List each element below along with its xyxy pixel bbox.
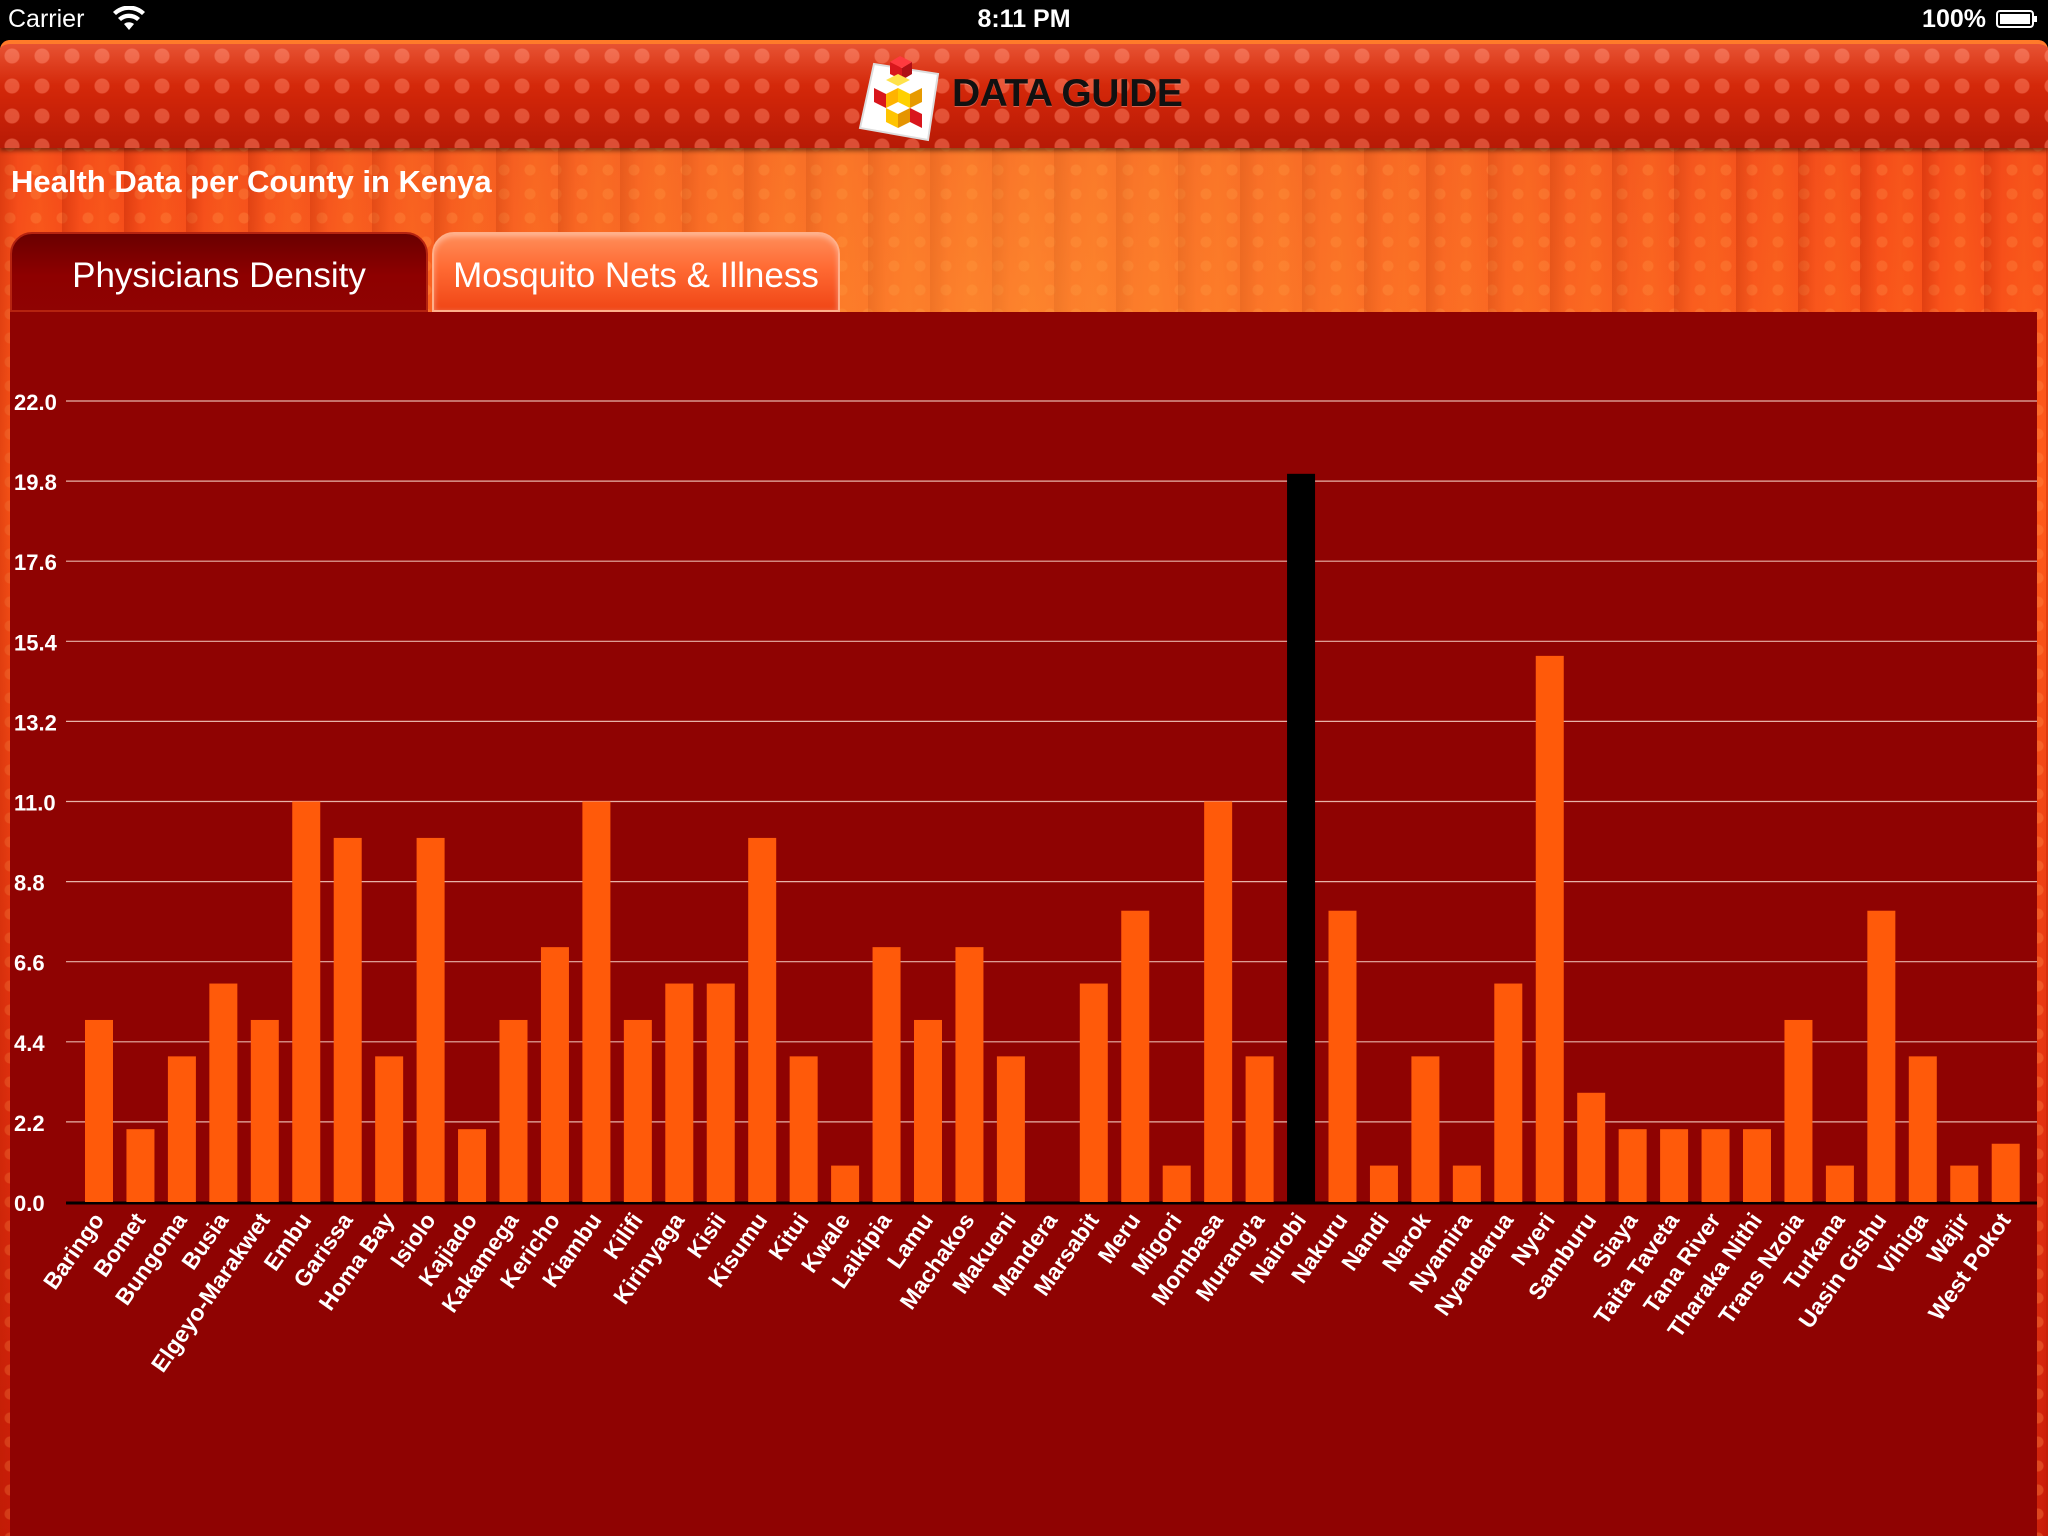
y-tick-label: 0.0 (14, 1191, 45, 1216)
bar-isiolo[interactable] (416, 837, 445, 1202)
bar-kajiado[interactable] (458, 1129, 487, 1202)
page-title: Health Data per County in Kenya (11, 164, 492, 199)
bar-laikipia[interactable] (872, 947, 901, 1202)
bar-chart: 0.0 2.2 4.4 6.6 8.8 11.0 13.2 15.4 17.6 19.8 22.0 B… (10, 312, 2037, 1536)
bar-kwale[interactable] (831, 1165, 860, 1202)
y-tick-label: 13.2 (14, 710, 57, 735)
bar-homa-bay[interactable] (375, 1056, 404, 1202)
bar-nairobi[interactable] (1287, 473, 1316, 1202)
y-tick-label: 19.8 (14, 470, 57, 495)
clock: 8:11 PM (977, 5, 1071, 33)
y-tick-label: 15.4 (14, 630, 58, 655)
bar-trans-nzoia[interactable] (1784, 1019, 1813, 1202)
bar-siaya[interactable] (1618, 1129, 1647, 1202)
bar-bomet[interactable] (126, 1129, 155, 1202)
bar-makueni[interactable] (996, 1056, 1025, 1202)
tab-mosquito-nets-illness[interactable]: Mosquito Nets & Illness (432, 232, 840, 312)
y-tick-label: 17.6 (14, 550, 57, 575)
bar-nandi[interactable] (1369, 1165, 1398, 1202)
bar-kakamega[interactable] (499, 1019, 528, 1202)
bar-mombasa[interactable] (1204, 801, 1233, 1203)
navigation-bar: DATA GUIDE (0, 40, 2048, 148)
y-tick-label: 2.2 (14, 1111, 45, 1136)
bar-baringo[interactable] (85, 1019, 113, 1202)
bar-embu[interactable] (292, 801, 321, 1203)
bar-kitui[interactable] (789, 1056, 818, 1202)
carrier-label: Carrier (8, 5, 85, 33)
bar-bungoma[interactable] (167, 1056, 196, 1202)
bar-nyamira[interactable] (1452, 1165, 1481, 1202)
bar-migori[interactable] (1162, 1165, 1191, 1202)
bar-elgeyo-marakwet[interactable] (250, 1019, 279, 1202)
bar-kilifi[interactable] (623, 1019, 652, 1202)
bar-murang-a[interactable] (1245, 1056, 1274, 1202)
bar-kisii[interactable] (706, 983, 735, 1202)
battery-icon (1996, 10, 2037, 28)
status-bar: Carrier 8:11 PM 100% (0, 0, 2048, 40)
bar-vihiga[interactable] (1908, 1056, 1937, 1202)
bar-west-pokot[interactable] (1991, 1143, 2020, 1202)
y-tick-label: 22.0 (14, 390, 57, 415)
bar-tharaka-nithi[interactable] (1743, 1129, 1771, 1202)
app-window: DATA GUIDE Health Data per County in Ken… (0, 40, 2048, 1536)
y-tick-label: 8.8 (14, 871, 45, 896)
bar-nyeri[interactable] (1535, 655, 1564, 1202)
battery-percentage: 100% (1922, 5, 1986, 33)
bar-nakuru[interactable] (1328, 910, 1357, 1202)
bar-turkana[interactable] (1825, 1165, 1854, 1202)
stacked-cubes-logo-icon (858, 56, 940, 142)
bar-marsabit[interactable] (1079, 983, 1108, 1202)
bar-narok[interactable] (1411, 1056, 1440, 1202)
bar-kericho[interactable] (540, 947, 569, 1202)
bar-nyandarua[interactable] (1494, 983, 1523, 1202)
bar-kiambu[interactable] (582, 801, 611, 1203)
bar-samburu[interactable] (1577, 1092, 1606, 1202)
y-tick-label: 4.4 (14, 1031, 45, 1056)
bar-kirinyaga[interactable] (665, 983, 694, 1202)
bar-uasin-gishu[interactable] (1867, 910, 1896, 1202)
wifi-icon (113, 6, 145, 30)
y-tick-label: 11.0 (14, 791, 56, 816)
bar-meru[interactable] (1121, 910, 1150, 1202)
app-brand-title: DATA GUIDE (952, 72, 1183, 115)
bar-wajir[interactable] (1950, 1165, 1979, 1202)
bar-chart-svg: 0.02.24.46.68.811.013.215.417.619.822.0B… (14, 390, 2037, 1377)
bar-kisumu[interactable] (748, 837, 777, 1202)
bar-busia[interactable] (209, 983, 238, 1202)
bar-garissa[interactable] (333, 837, 362, 1202)
bar-machakos[interactable] (955, 947, 984, 1202)
y-tick-label: 6.6 (14, 951, 45, 976)
bar-lamu[interactable] (914, 1019, 942, 1202)
bar-tana-river[interactable] (1701, 1129, 1730, 1202)
bar-taita-taveta[interactable] (1660, 1129, 1689, 1202)
tab-physicians-density[interactable]: Physicians Density (10, 232, 428, 312)
